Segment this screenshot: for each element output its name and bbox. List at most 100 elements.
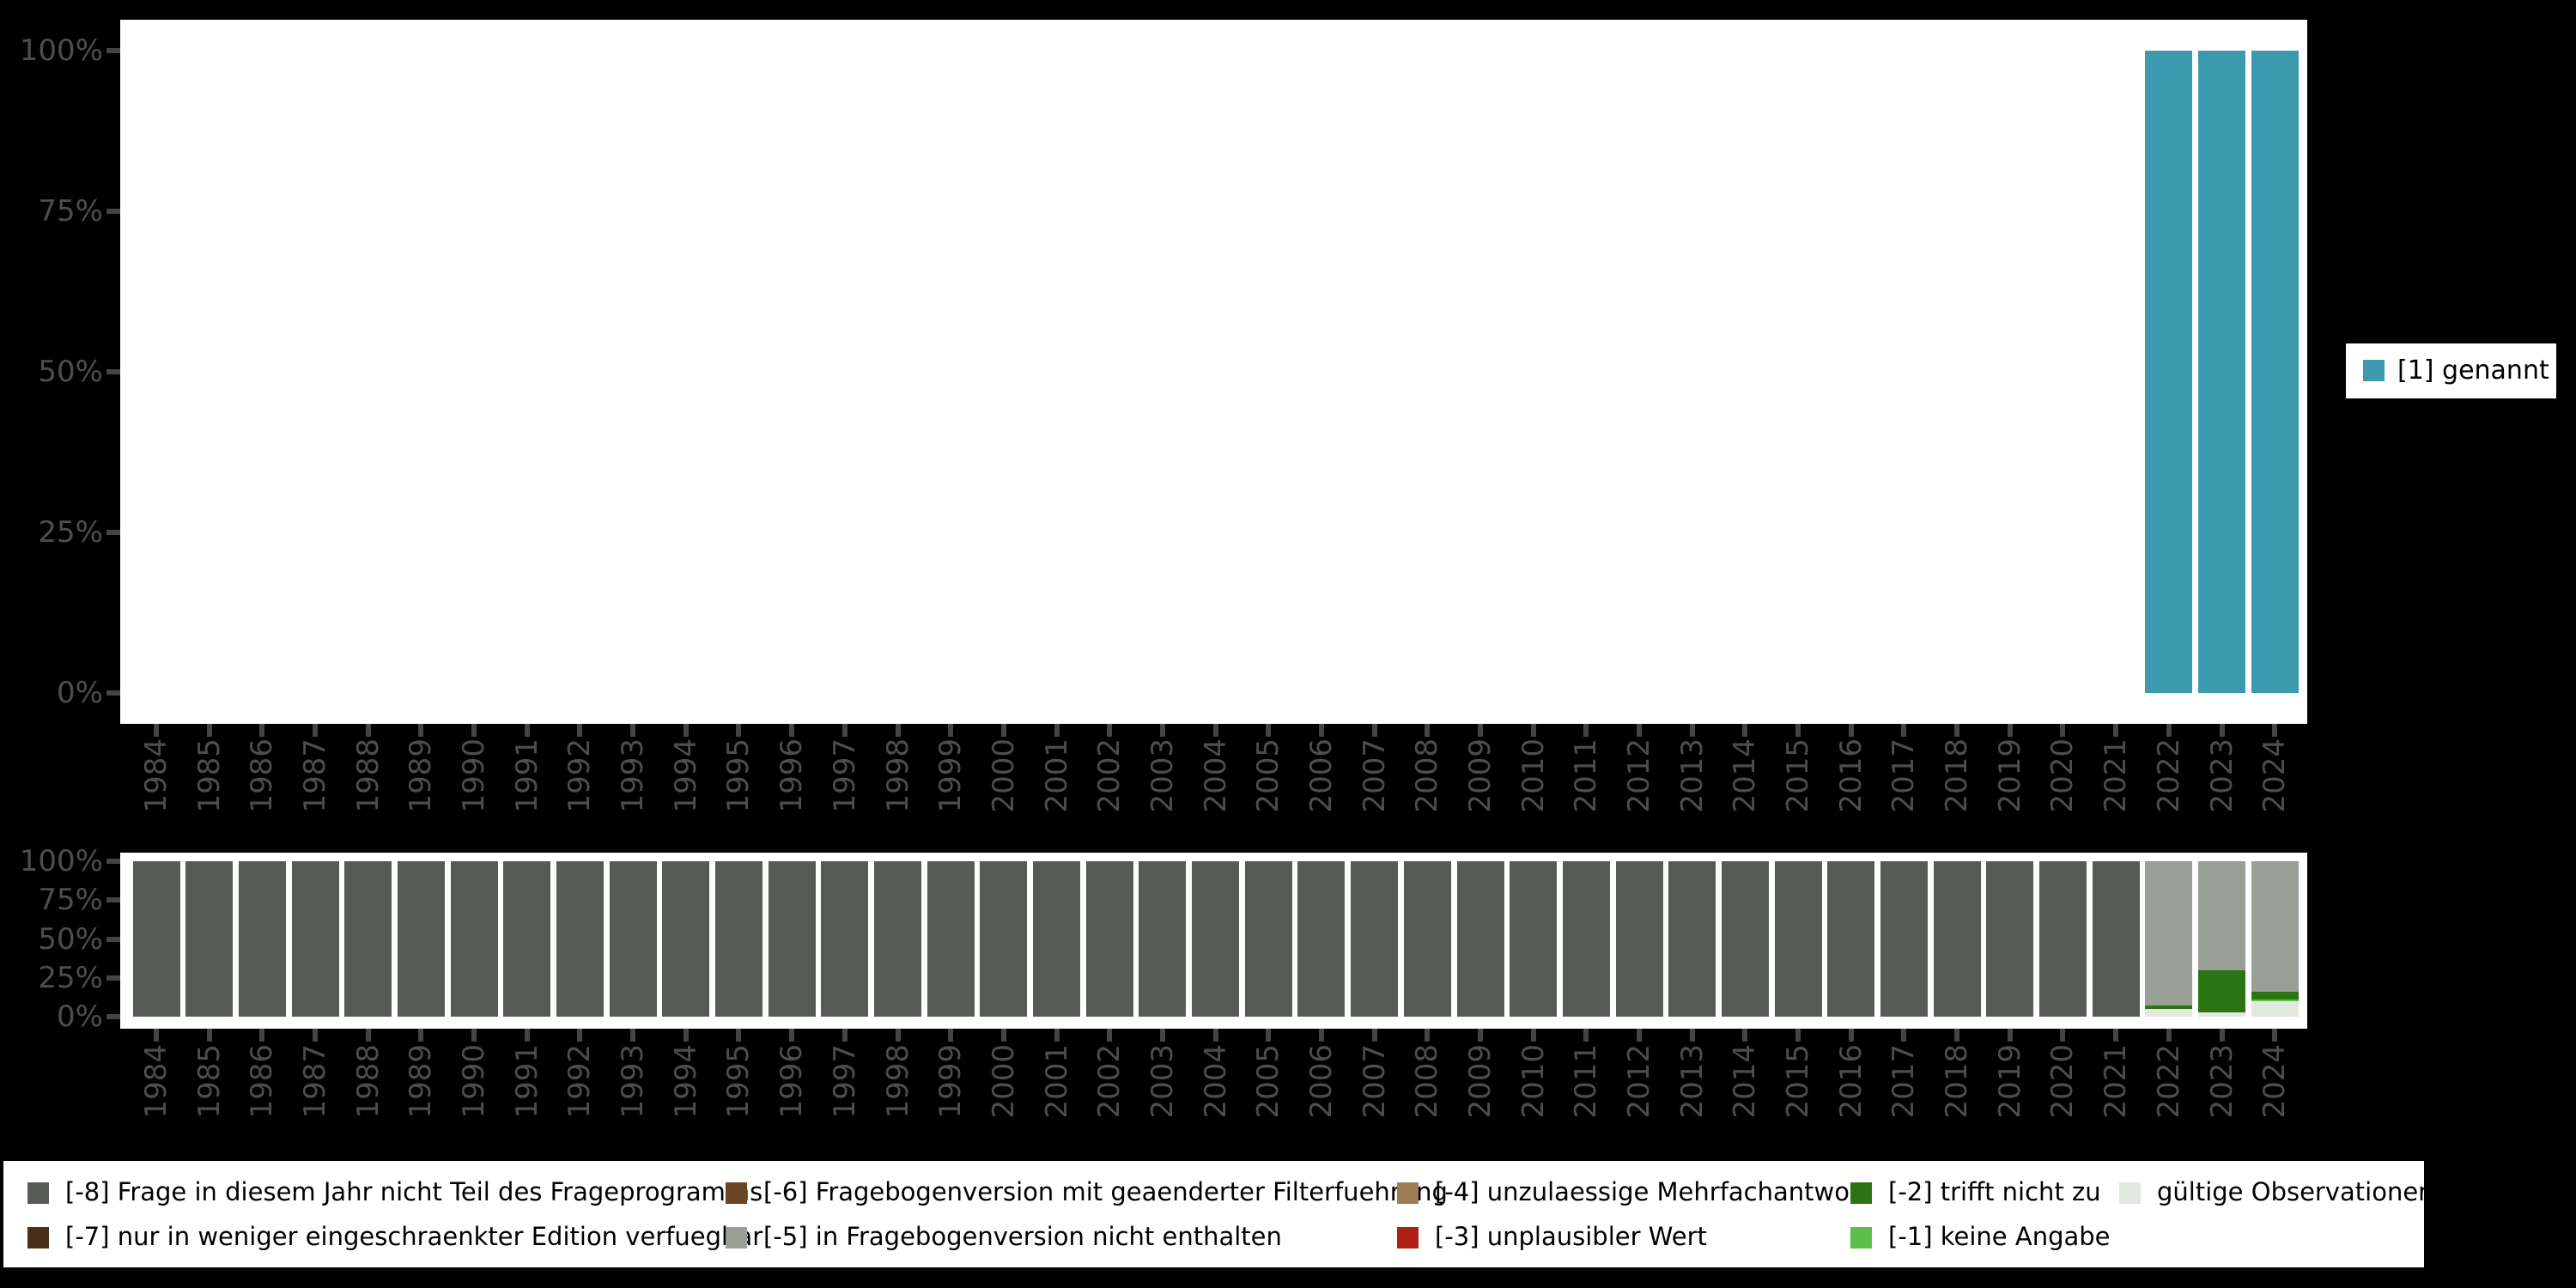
y-tick-label: 75% bbox=[38, 194, 103, 228]
x-tick bbox=[1901, 1029, 1907, 1042]
y-tick-label: 100% bbox=[19, 844, 103, 878]
x-tick-label: 1998 bbox=[880, 1044, 915, 1119]
bar-segment bbox=[2145, 861, 2193, 1006]
y-tick-label: 25% bbox=[38, 515, 103, 550]
x-tick bbox=[841, 724, 848, 737]
bar-segment bbox=[2251, 1000, 2299, 1017]
x-tick-label: 2014 bbox=[1728, 738, 1763, 813]
x-tick bbox=[259, 724, 265, 737]
x-tick-label: 1984 bbox=[139, 1044, 173, 1119]
x-tick bbox=[1107, 724, 1113, 737]
legend-swatch-genannt bbox=[2363, 360, 2385, 381]
x-tick-label: 2017 bbox=[1886, 1044, 1922, 1119]
x-tick bbox=[2060, 724, 2066, 737]
y-tick bbox=[106, 897, 120, 903]
x-tick-label: 1994 bbox=[668, 738, 703, 813]
bar-segment bbox=[2198, 969, 2246, 1012]
x-tick-label: 2006 bbox=[1303, 1044, 1339, 1119]
y-tick bbox=[106, 975, 120, 981]
x-tick-label: 2004 bbox=[1198, 738, 1233, 813]
legend-label--2: [-2] trifft nicht zu bbox=[1888, 1177, 2101, 1206]
missing-codes-legend: [-8] Frage in diesem Jahr nicht Teil des… bbox=[3, 1161, 2424, 1267]
x-tick bbox=[1000, 724, 1006, 737]
x-tick-label: 2022 bbox=[2151, 738, 2186, 813]
bar-segment bbox=[1774, 861, 1822, 1017]
x-tick-label: 1995 bbox=[721, 1044, 756, 1119]
x-tick-label: 2002 bbox=[1092, 738, 1127, 813]
legend-label--7: [-7] nur in weniger eingeschraenkter Edi… bbox=[65, 1222, 763, 1251]
legend-swatch--1 bbox=[1850, 1227, 1872, 1249]
x-tick-label: 2006 bbox=[1303, 738, 1339, 813]
x-tick bbox=[1530, 1029, 1536, 1042]
bar-segment bbox=[1721, 861, 1769, 1017]
x-tick bbox=[1583, 1029, 1589, 1042]
y-tick-label: 75% bbox=[38, 883, 103, 918]
bar-segment bbox=[2198, 1012, 2246, 1017]
x-tick bbox=[418, 724, 424, 737]
x-tick bbox=[524, 1029, 530, 1042]
x-tick bbox=[1742, 1029, 1748, 1042]
x-tick-label: 2019 bbox=[1992, 738, 2027, 813]
x-tick bbox=[895, 724, 901, 737]
x-tick-label: 2009 bbox=[1463, 738, 1498, 813]
x-tick-label: 2014 bbox=[1728, 1044, 1763, 1119]
x-tick bbox=[1795, 1029, 1801, 1042]
x-tick bbox=[1478, 724, 1483, 737]
top-chart-legend: [1] genannt bbox=[2346, 343, 2556, 398]
x-tick-label: 2000 bbox=[986, 738, 1021, 813]
x-tick-label: 1996 bbox=[775, 738, 810, 813]
x-tick-label: 2024 bbox=[2257, 1044, 2293, 1119]
x-tick-label: 1992 bbox=[562, 738, 598, 813]
legend-swatch--4 bbox=[1397, 1182, 1419, 1204]
x-tick-label: 2023 bbox=[2204, 738, 2239, 813]
x-tick-label: 1992 bbox=[562, 1044, 598, 1119]
x-tick bbox=[1159, 1029, 1165, 1042]
x-tick bbox=[1159, 724, 1165, 737]
bar-segment bbox=[1668, 861, 1716, 1017]
bar-segment bbox=[2145, 1008, 2193, 1017]
bar-segment bbox=[450, 861, 498, 1017]
x-tick bbox=[1054, 1029, 1060, 1042]
x-tick bbox=[471, 1029, 477, 1042]
x-tick bbox=[1318, 1029, 1324, 1042]
legend-label--5: [-5] in Fragebogenversion nicht enthalte… bbox=[763, 1222, 1282, 1251]
y-tick-label: 100% bbox=[19, 33, 103, 68]
legend-label--4: [-4] unzulaessige Mehrfachantwort bbox=[1435, 1177, 1870, 1206]
x-tick bbox=[2007, 1029, 2013, 1042]
x-tick bbox=[2166, 724, 2172, 737]
x-tick bbox=[1954, 1029, 1960, 1042]
bar-segment bbox=[1986, 861, 2034, 1017]
bar-segment bbox=[1192, 861, 1240, 1017]
y-tick-label: 0% bbox=[57, 676, 103, 710]
bar-segment bbox=[185, 861, 234, 1017]
x-tick bbox=[630, 1029, 636, 1042]
bar-segment bbox=[2145, 51, 2193, 693]
x-tick-label: 1985 bbox=[191, 1044, 227, 1119]
x-tick-label: 1990 bbox=[457, 738, 492, 813]
x-tick-label: 1995 bbox=[721, 738, 756, 813]
x-tick-label: 1985 bbox=[191, 738, 227, 813]
x-tick bbox=[1637, 724, 1643, 737]
bar-segment bbox=[768, 861, 816, 1017]
x-tick-label: 2001 bbox=[1039, 738, 1074, 813]
x-tick-label: 2005 bbox=[1251, 738, 1286, 813]
bar-segment bbox=[927, 861, 975, 1017]
x-tick bbox=[1425, 724, 1431, 737]
x-tick bbox=[789, 724, 795, 737]
bar-segment bbox=[2145, 1005, 2193, 1009]
legend-swatch-valid bbox=[2119, 1182, 2141, 1204]
bar-segment bbox=[344, 861, 392, 1017]
x-tick-label: 1984 bbox=[139, 738, 173, 813]
bar-segment bbox=[2198, 861, 2246, 970]
x-tick bbox=[1848, 724, 1854, 737]
y-tick bbox=[106, 369, 120, 374]
x-tick-label: 1998 bbox=[880, 738, 915, 813]
x-tick bbox=[1742, 724, 1748, 737]
x-tick-label: 2017 bbox=[1886, 738, 1922, 813]
bar-segment bbox=[609, 861, 657, 1017]
x-tick bbox=[736, 724, 742, 737]
x-tick bbox=[948, 724, 954, 737]
x-tick bbox=[1107, 1029, 1113, 1042]
x-tick bbox=[2219, 1029, 2225, 1042]
